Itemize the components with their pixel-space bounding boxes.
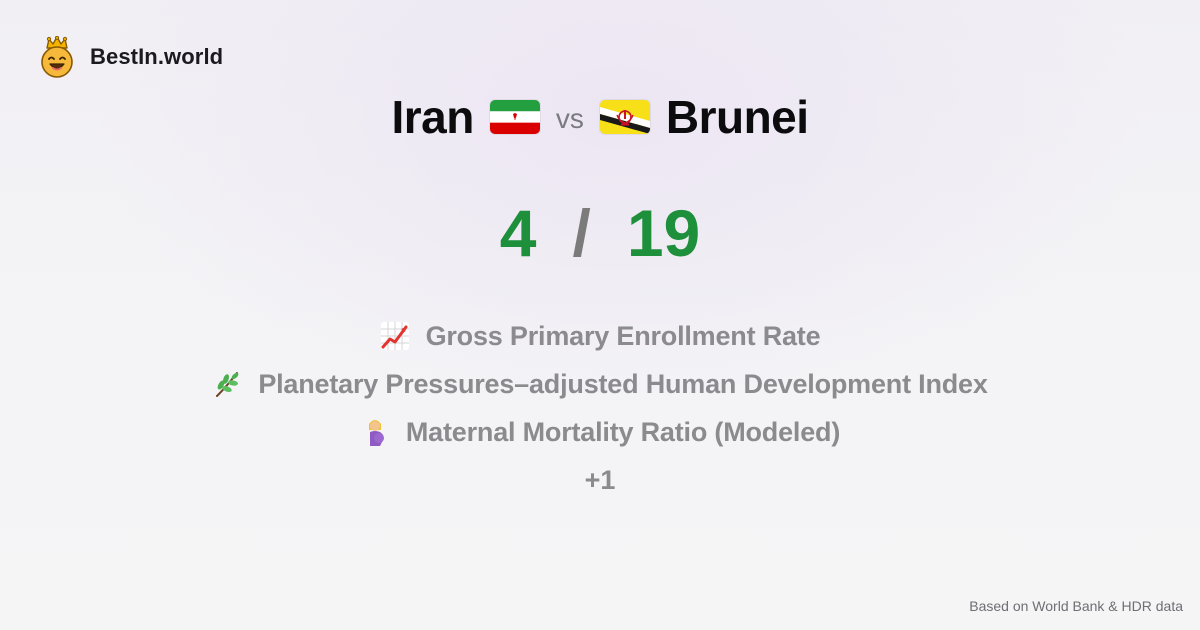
metric-label: Gross Primary Enrollment Rate: [425, 320, 821, 351]
right-country-name: Brunei: [665, 91, 809, 143]
left-score: 4: [499, 196, 537, 270]
vs-label: vs: [555, 103, 584, 134]
iran-flag-icon: [489, 100, 540, 134]
chart-increasing-icon: [380, 322, 409, 350]
pregnant-woman-icon: [368, 420, 384, 446]
brand-name[interactable]: BestIn.world: [90, 44, 224, 69]
score: 4 / 19: [0, 192, 1200, 274]
herb-icon: [216, 372, 239, 397]
comparison-title: Iran vs Brunei: [0, 82, 1200, 152]
data-source-note: Based on World Bank & HDR data: [969, 598, 1183, 614]
metric-label: Planetary Pressures–adjusted Human Devel…: [258, 368, 988, 399]
left-country-name: Iran: [391, 91, 474, 143]
brunei-flag-icon: [599, 100, 650, 134]
score-separator: /: [572, 196, 591, 270]
crowned-smiley-icon: [41, 36, 73, 78]
metrics-list: Gross Primary Enrollment Rate Planetary …: [0, 312, 1200, 504]
metric-item: Planetary Pressures–adjusted Human Devel…: [212, 360, 988, 408]
more-metrics-count: +1: [584, 464, 616, 495]
metric-item: Maternal Mortality Ratio (Modeled): [360, 408, 840, 456]
metric-item: Gross Primary Enrollment Rate: [380, 312, 821, 360]
metric-label: Maternal Mortality Ratio (Modeled): [405, 416, 841, 447]
brand[interactable]: BestIn.world: [38, 36, 223, 78]
right-score: 19: [626, 196, 701, 270]
